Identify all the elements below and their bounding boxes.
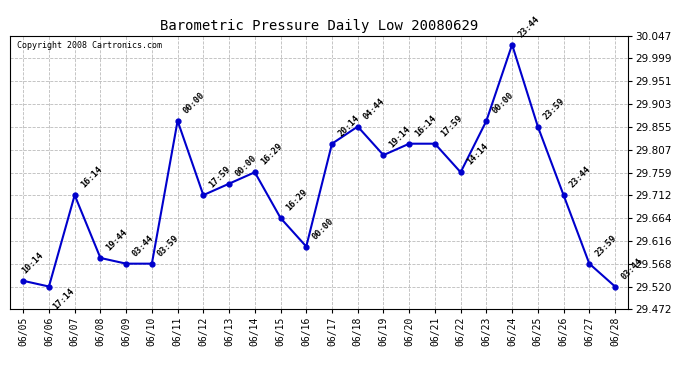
Text: 00:00: 00:00 (181, 90, 207, 115)
Text: 03:59: 03:59 (156, 233, 181, 258)
Text: 03:44: 03:44 (130, 233, 155, 258)
Text: 16:14: 16:14 (413, 113, 438, 138)
Text: 16:29: 16:29 (285, 188, 310, 212)
Text: 00:00: 00:00 (310, 216, 335, 241)
Text: 19:14: 19:14 (388, 124, 413, 150)
Text: 17:59: 17:59 (208, 165, 233, 189)
Text: 14:14: 14:14 (465, 142, 490, 167)
Text: 23:44: 23:44 (568, 165, 593, 189)
Text: 23:59: 23:59 (542, 96, 567, 121)
Text: 19:44: 19:44 (105, 228, 130, 252)
Text: 17:14: 17:14 (52, 286, 77, 312)
Text: 23:59: 23:59 (593, 233, 618, 258)
Text: 16:29: 16:29 (259, 142, 284, 167)
Text: 03:44: 03:44 (619, 256, 644, 281)
Title: Barometric Pressure Daily Low 20080629: Barometric Pressure Daily Low 20080629 (160, 19, 478, 33)
Text: Copyright 2008 Cartronics.com: Copyright 2008 Cartronics.com (17, 41, 161, 50)
Text: 00:00: 00:00 (233, 153, 258, 178)
Text: 00:00: 00:00 (491, 90, 515, 115)
Text: 23:44: 23:44 (516, 14, 541, 39)
Text: 20:14: 20:14 (336, 113, 361, 138)
Text: 04:44: 04:44 (362, 96, 387, 121)
Text: 10:14: 10:14 (21, 251, 46, 275)
Text: 16:14: 16:14 (79, 165, 103, 189)
Text: 17:59: 17:59 (439, 113, 464, 138)
